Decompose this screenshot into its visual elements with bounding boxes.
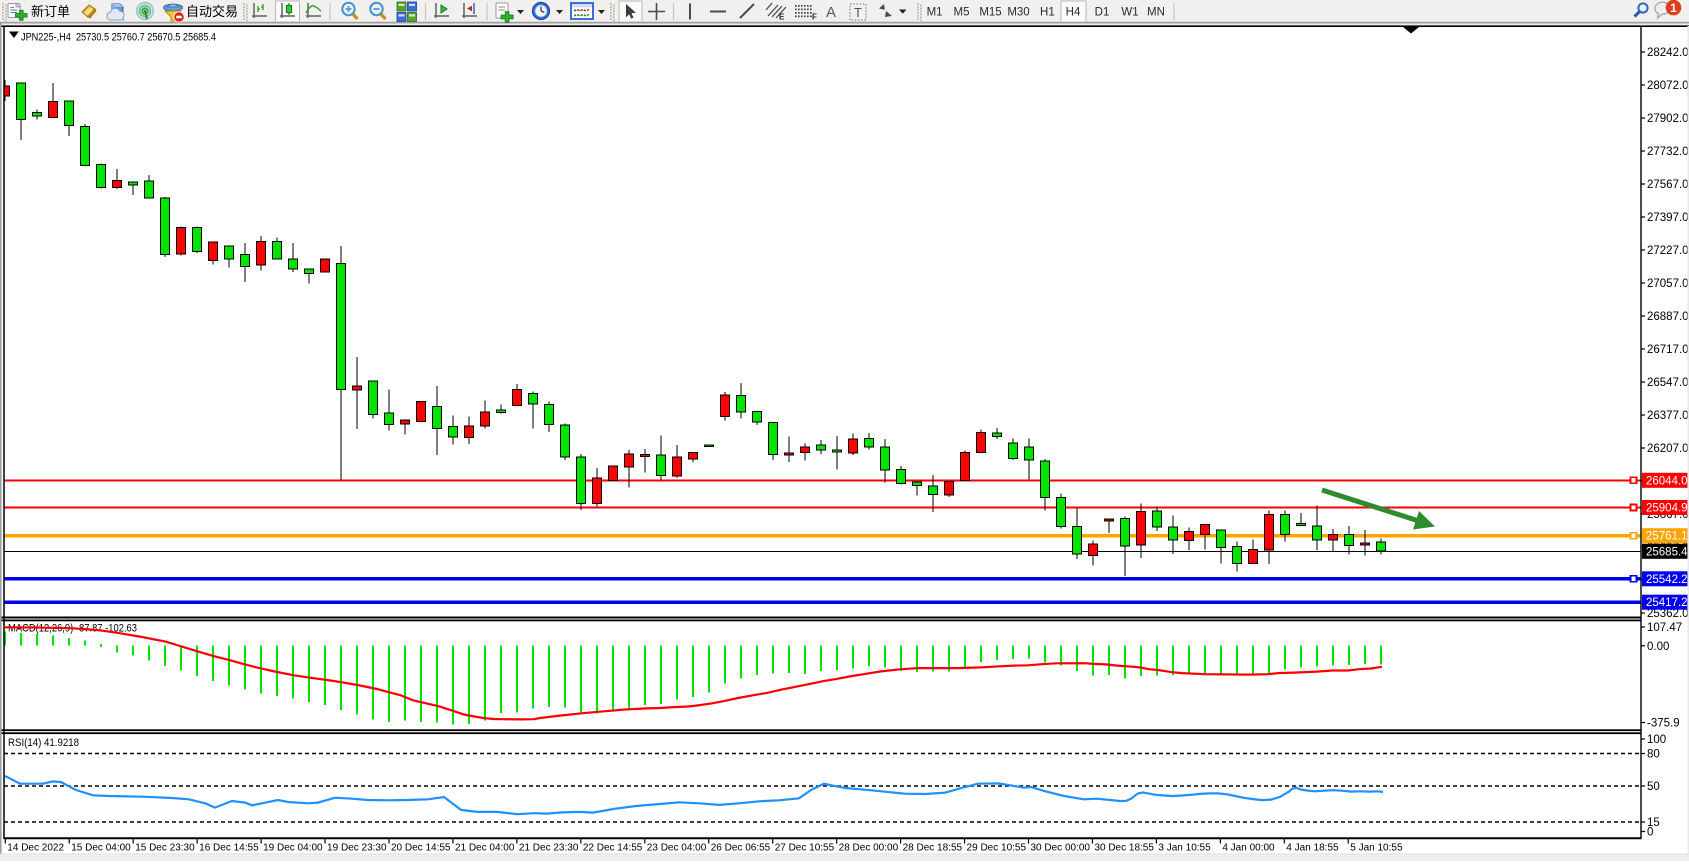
svg-text:15 Dec 04:00: 15 Dec 04:00 xyxy=(71,843,131,854)
svg-text:H4: H4 xyxy=(1066,7,1081,19)
svg-text:M1: M1 xyxy=(927,7,943,19)
svg-text:21 Dec 23:30: 21 Dec 23:30 xyxy=(519,843,579,854)
svg-text:22 Dec 14:55: 22 Dec 14:55 xyxy=(583,843,643,854)
svg-text:16 Dec 14:55: 16 Dec 14:55 xyxy=(199,843,259,854)
svg-text:3 Jan 10:55: 3 Jan 10:55 xyxy=(1158,843,1211,854)
svg-text:25761.1: 25761.1 xyxy=(1646,531,1688,543)
svg-text:15 Dec 23:30: 15 Dec 23:30 xyxy=(135,843,195,854)
svg-text:26547.0: 26547.0 xyxy=(1647,377,1689,389)
svg-text:25685.4: 25685.4 xyxy=(1646,546,1688,558)
svg-text:27 Dec 10:55: 27 Dec 10:55 xyxy=(775,843,835,854)
svg-text:25542.2: 25542.2 xyxy=(1646,574,1688,586)
svg-text:28242.0: 28242.0 xyxy=(1647,47,1689,59)
svg-text:新订单: 新订单 xyxy=(31,4,70,19)
svg-text:0: 0 xyxy=(1647,827,1653,839)
svg-text:26044.0: 26044.0 xyxy=(1646,475,1688,487)
svg-text:M30: M30 xyxy=(1007,7,1029,19)
svg-text:-375.9: -375.9 xyxy=(1647,718,1680,730)
svg-text:50: 50 xyxy=(1647,781,1660,793)
svg-text:29 Dec 10:55: 29 Dec 10:55 xyxy=(967,843,1027,854)
svg-text:27227.0: 27227.0 xyxy=(1647,245,1689,257)
svg-text:26 Dec 06:55: 26 Dec 06:55 xyxy=(711,843,771,854)
svg-text:19 Dec 23:30: 19 Dec 23:30 xyxy=(327,843,387,854)
svg-text:14 Dec 2022: 14 Dec 2022 xyxy=(7,843,64,854)
svg-text:T: T xyxy=(854,5,862,20)
svg-text:15: 15 xyxy=(1647,817,1660,829)
svg-text:30 Dec 18:55: 30 Dec 18:55 xyxy=(1094,843,1154,854)
svg-text:M5: M5 xyxy=(954,7,970,19)
svg-text:F: F xyxy=(812,13,817,22)
svg-text:26207.0: 26207.0 xyxy=(1647,443,1689,455)
svg-text:27397.0: 27397.0 xyxy=(1647,212,1689,224)
svg-text:23 Dec 04:00: 23 Dec 04:00 xyxy=(647,843,707,854)
svg-text:A: A xyxy=(826,4,836,21)
svg-text:RSI(14) 41.9218: RSI(14) 41.9218 xyxy=(8,737,79,749)
svg-text:5 Jan 10:55: 5 Jan 10:55 xyxy=(1350,843,1403,854)
svg-text:25362.0: 25362.0 xyxy=(1647,608,1689,620)
svg-text:26377.0: 26377.0 xyxy=(1647,410,1689,422)
svg-text:D1: D1 xyxy=(1095,7,1110,19)
svg-text:27057.0: 27057.0 xyxy=(1647,278,1689,290)
svg-text:28 Dec 00:00: 28 Dec 00:00 xyxy=(839,843,899,854)
svg-text:M15: M15 xyxy=(979,7,1001,19)
svg-text:27732.0: 27732.0 xyxy=(1647,146,1689,158)
svg-text:26887.0: 26887.0 xyxy=(1647,311,1689,323)
svg-text:28072.0: 28072.0 xyxy=(1647,80,1689,92)
svg-text:自动交易: 自动交易 xyxy=(186,4,238,19)
svg-text:25904.9: 25904.9 xyxy=(1646,503,1688,515)
svg-text:JPN225-,H4 25730.5 25760.7 25: JPN225-,H4 25730.5 25760.7 25670.5 25685… xyxy=(21,32,216,44)
svg-text:20 Dec 14:55: 20 Dec 14:55 xyxy=(391,843,451,854)
svg-text:MN: MN xyxy=(1147,7,1165,19)
svg-text:25417.2: 25417.2 xyxy=(1646,597,1688,609)
svg-text:27567.0: 27567.0 xyxy=(1647,179,1689,191)
svg-text:19 Dec 04:00: 19 Dec 04:00 xyxy=(263,843,323,854)
svg-text:1: 1 xyxy=(1670,1,1677,15)
svg-text:26717.0: 26717.0 xyxy=(1647,344,1689,356)
svg-text:100: 100 xyxy=(1647,734,1666,746)
svg-text:H1: H1 xyxy=(1040,7,1055,19)
svg-text:E: E xyxy=(779,13,785,22)
svg-text:21 Dec 04:00: 21 Dec 04:00 xyxy=(455,843,515,854)
svg-text:0.00: 0.00 xyxy=(1647,641,1669,653)
svg-text:80: 80 xyxy=(1647,749,1660,761)
svg-text:28 Dec 18:55: 28 Dec 18:55 xyxy=(903,843,963,854)
svg-text:27902.0: 27902.0 xyxy=(1647,113,1689,125)
svg-text:4 Jan 00:00: 4 Jan 00:00 xyxy=(1222,843,1275,854)
svg-text:30 Dec 00:00: 30 Dec 00:00 xyxy=(1031,843,1091,854)
svg-text:4 Jan 18:55: 4 Jan 18:55 xyxy=(1286,843,1339,854)
svg-text:107.47: 107.47 xyxy=(1647,622,1682,634)
svg-text:W1: W1 xyxy=(1121,7,1138,19)
